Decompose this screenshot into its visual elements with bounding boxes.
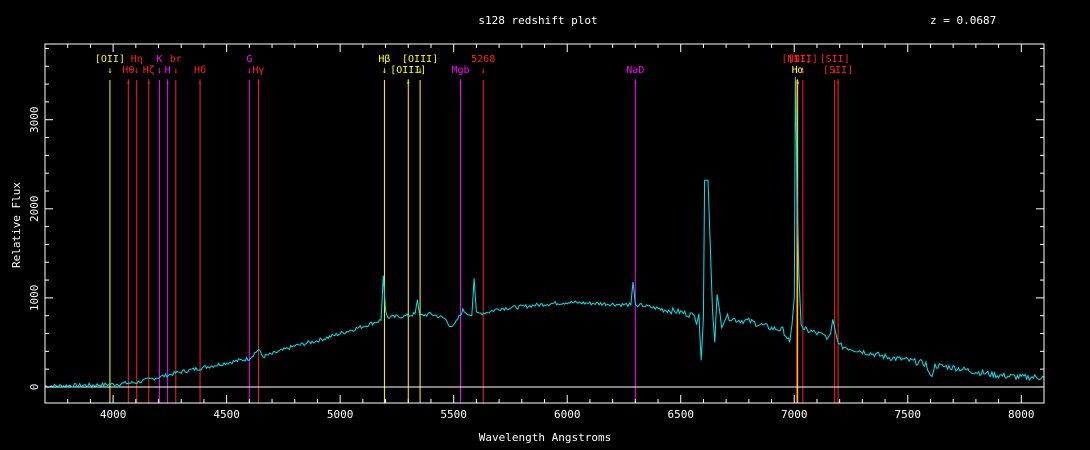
line-arrow-13: ↓ — [458, 77, 463, 87]
line-arrow-17: ↓ — [795, 77, 800, 87]
x-tick-label: 6000 — [554, 408, 581, 421]
line-label-4: K — [156, 54, 162, 65]
line-label-19: [SII] — [820, 54, 850, 65]
line-arrow-12: ↓ — [417, 66, 422, 76]
line-arrow-20: ↓ — [835, 77, 840, 87]
x-tick-label: 7500 — [895, 408, 922, 421]
x-tick-label: 8000 — [1008, 408, 1035, 421]
line-arrow-14: ↓ — [480, 66, 485, 76]
x-tick-label: 5500 — [440, 408, 467, 421]
line-label-18: [NII] — [788, 54, 818, 65]
x-tick-label: 4500 — [213, 408, 240, 421]
line-arrow-0: ↓ — [107, 66, 112, 76]
x-tick-label: 5000 — [327, 408, 354, 421]
line-label-17: Hα — [792, 65, 804, 76]
y-tick-label: 0 — [28, 384, 41, 391]
redshift-annotation: z = 0.0687 — [930, 14, 996, 27]
line-arrow-8: ↓ — [247, 66, 252, 76]
spectral-lines — [109, 80, 839, 403]
spectrum-series — [44, 76, 1045, 389]
line-arrow-5: ↓ — [165, 77, 170, 87]
x-tick-label: 6500 — [667, 408, 694, 421]
line-label-7: Hδ — [194, 65, 206, 76]
y-tick-label: 2000 — [28, 196, 41, 223]
line-label-2: Hη — [131, 54, 143, 65]
line-label-14: 5268 — [471, 54, 495, 65]
line-label-15: NaD — [626, 65, 644, 76]
line-arrow-6: ↓ — [173, 66, 178, 76]
line-arrow-11: ↓ — [406, 77, 411, 87]
spectrum-line — [44, 76, 1045, 389]
y-tick-label: 3000 — [28, 106, 41, 133]
line-label-8: G — [246, 54, 252, 65]
line-arrow-19: ↓ — [832, 66, 837, 76]
line-arrow-3: ↓ — [146, 77, 151, 87]
line-label-0: [OII] — [95, 54, 125, 65]
line-label-20: [SII] — [823, 65, 853, 76]
line-arrow-2: ↓ — [134, 66, 139, 76]
line-label-13: Mgb — [451, 65, 469, 76]
line-arrow-9: ↓ — [256, 77, 261, 87]
line-label-12: [OIII] — [402, 54, 438, 65]
line-arrow-4: ↓ — [157, 66, 162, 76]
y-tick-label: 1000 — [28, 285, 41, 312]
line-labels: [OII]↓ Hθ↓Hη↓ Hζ↓K↓ H↓br↓ Hδ↓G↓ Hγ↓Hβ↓ [OIII]↓… — [95, 54, 853, 87]
line-label-11: [OIII] — [390, 65, 426, 76]
x-tick-label: 4000 — [100, 408, 127, 421]
line-arrow-1: ↓ — [126, 77, 131, 87]
line-label-9: Hγ — [252, 65, 264, 76]
line-label-1: Hθ — [122, 65, 134, 76]
line-arrow-16: ↓ — [794, 66, 799, 76]
line-arrow-15: ↓ — [633, 77, 638, 87]
chart-title: s128 redshift plot — [478, 14, 597, 27]
x-tick-label: 7000 — [781, 408, 808, 421]
line-label-5: H — [165, 65, 171, 76]
axes: 4000 4500 5000 5500 6000 6500 7000 7500 8000 0 100… — [28, 43, 1045, 421]
line-label-3: Hζ — [143, 65, 155, 76]
line-arrow-18: ↓ — [800, 66, 805, 76]
line-label-6: br — [170, 54, 182, 65]
line-label-16: [NII] — [781, 54, 811, 65]
y-axis-label: Relative Flux — [10, 182, 23, 268]
line-arrow-7: ↓ — [197, 77, 202, 87]
line-arrow-10: ↓ — [382, 66, 387, 76]
line-label-10: Hβ — [378, 54, 390, 65]
x-axis-label: Wavelength Angstroms — [479, 431, 611, 444]
